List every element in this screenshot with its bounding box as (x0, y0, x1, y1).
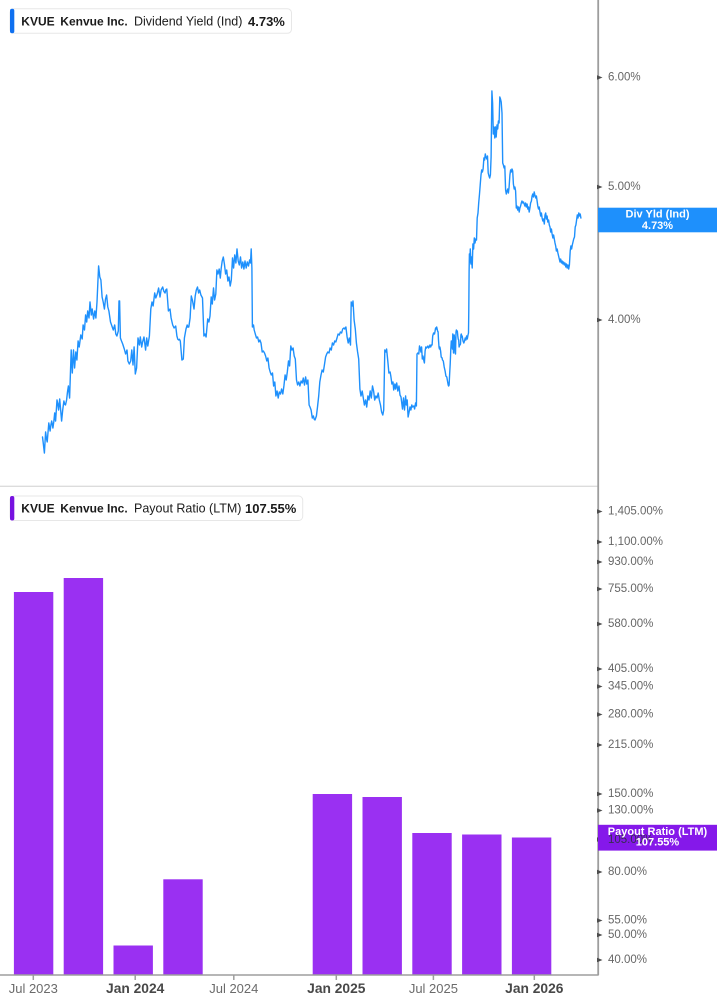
svg-text:KVUE: KVUE (21, 502, 54, 516)
svg-text:405.00%: 405.00% (608, 663, 653, 675)
svg-text:Jan 2026: Jan 2026 (505, 981, 564, 996)
svg-text:80.00%: 80.00% (608, 866, 647, 878)
svg-text:580.00%: 580.00% (608, 618, 653, 630)
svg-text:107.55%: 107.55% (636, 837, 680, 849)
svg-text:Payout Ratio (LTM): Payout Ratio (LTM) (608, 826, 708, 838)
svg-text:130.00%: 130.00% (608, 805, 653, 817)
svg-text:4.73%: 4.73% (642, 220, 673, 232)
svg-text:55.00%: 55.00% (608, 915, 647, 927)
svg-text:Jul 2023: Jul 2023 (9, 981, 58, 996)
svg-text:150.00%: 150.00% (608, 788, 653, 800)
svg-text:930.00%: 930.00% (608, 556, 653, 568)
svg-text:Kenvue Inc.: Kenvue Inc. (60, 14, 127, 28)
svg-text:5.00%: 5.00% (608, 181, 641, 193)
svg-text:Jan 2024: Jan 2024 (106, 981, 165, 996)
svg-text:4.00%: 4.00% (608, 314, 641, 326)
svg-text:215.00%: 215.00% (608, 739, 653, 751)
svg-text:Jan 2025: Jan 2025 (307, 981, 366, 996)
svg-text:Jul 2024: Jul 2024 (209, 981, 258, 996)
svg-text:Jul 2025: Jul 2025 (409, 981, 458, 996)
svg-text:Kenvue Inc.: Kenvue Inc. (60, 502, 127, 516)
svg-text:345.00%: 345.00% (608, 681, 653, 693)
svg-text:Payout Ratio (LTM): Payout Ratio (LTM) (134, 502, 241, 516)
svg-text:Dividend Yield (Ind): Dividend Yield (Ind) (134, 14, 242, 28)
svg-text:1,100.00%: 1,100.00% (608, 536, 663, 548)
svg-text:Div Yld (Ind): Div Yld (Ind) (626, 209, 690, 221)
svg-text:1,405.00%: 1,405.00% (608, 506, 663, 518)
svg-text:107.55%: 107.55% (245, 501, 297, 516)
svg-text:755.00%: 755.00% (608, 583, 653, 595)
svg-text:4.73%: 4.73% (248, 14, 285, 29)
svg-text:6.00%: 6.00% (608, 72, 641, 84)
svg-text:50.00%: 50.00% (608, 929, 647, 941)
svg-text:280.00%: 280.00% (608, 709, 653, 721)
svg-text:KVUE: KVUE (21, 14, 54, 28)
svg-text:105.00%: 105.00% (608, 834, 653, 846)
svg-text:40.00%: 40.00% (608, 954, 647, 966)
